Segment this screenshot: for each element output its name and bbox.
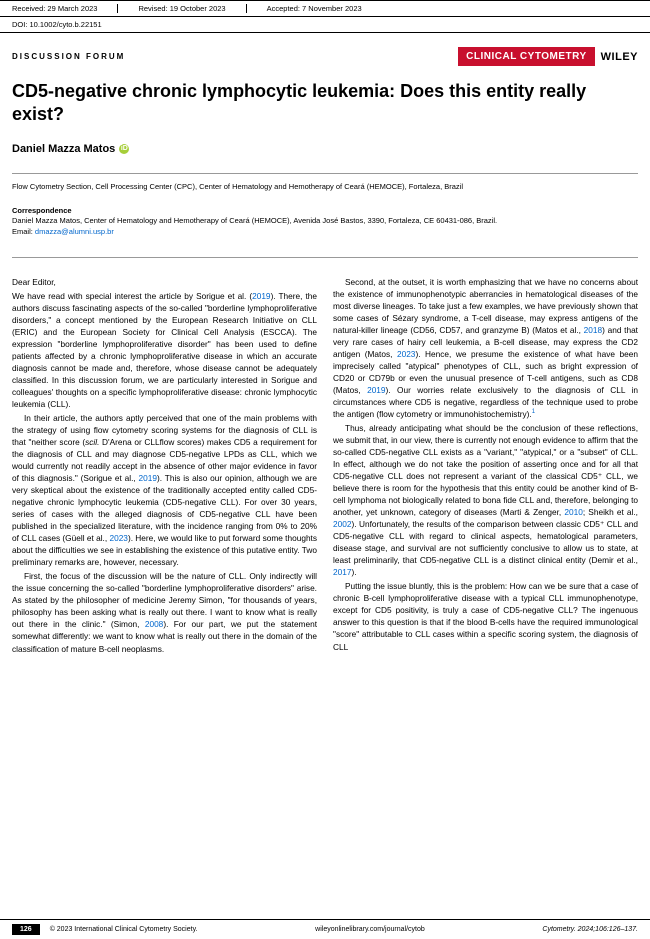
citation-link[interactable]: 2023: [109, 533, 127, 543]
footer: 126 © 2023 International Clinical Cytome…: [0, 919, 650, 939]
citation-link[interactable]: 2019: [367, 385, 385, 395]
citation-info: Cytometry. 2024;106:126–137.: [542, 926, 638, 933]
email-label: Email:: [12, 227, 35, 236]
divider: [12, 173, 638, 174]
paragraph-6: Putting the issue bluntly, this is the p…: [333, 580, 638, 652]
top-section: DISCUSSION FORUM CLINICAL CYTOMETRY WILE…: [0, 33, 650, 74]
citation-link[interactable]: 2019: [252, 291, 270, 301]
page-number: 126: [12, 924, 40, 935]
citation-link[interactable]: 2002: [333, 519, 351, 529]
paragraph-4: Second, at the outset, it is worth empha…: [333, 276, 638, 420]
correspondence-label: Correspondence: [12, 206, 638, 217]
author-text: Daniel Mazza Matos: [12, 143, 115, 155]
citation-link[interactable]: 2023: [397, 349, 415, 359]
doi: DOI: 10.1002/cyto.b.22151: [0, 17, 650, 33]
citation-link[interactable]: 2018: [584, 325, 602, 335]
body-content: Dear Editor, We have read with special i…: [0, 266, 650, 655]
citation-link[interactable]: 2010: [564, 507, 582, 517]
citation-link[interactable]: 2017: [333, 567, 351, 577]
article-title: CD5-negative chronic lymphocytic leukemi…: [0, 74, 650, 143]
header-dates: Received: 29 March 2023 Revised: 19 Octo…: [0, 0, 650, 17]
section-label: DISCUSSION FORUM: [12, 52, 125, 61]
received-date: Received: 29 March 2023: [12, 4, 97, 13]
journal-badge: CLINICAL CYTOMETRY: [458, 47, 594, 66]
orcid-icon[interactable]: iD: [119, 144, 129, 154]
revised-date: Revised: 19 October 2023: [117, 4, 225, 13]
footer-left: 126 © 2023 International Clinical Cytome…: [12, 924, 198, 935]
email-link[interactable]: dmazza@alumni.usp.br: [35, 227, 114, 236]
paragraph-1: We have read with special interest the a…: [12, 290, 317, 410]
paragraph-5: Thus, already anticipating what should b…: [333, 422, 638, 578]
correspondence-email-line: Email: dmazza@alumni.usp.br: [12, 227, 638, 238]
paragraph-3: First, the focus of the discussion will …: [12, 570, 317, 654]
journal-url[interactable]: wileyonlinelibrary.com/journal/cytob: [315, 926, 425, 933]
paragraph-2: In their article, the authors aptly perc…: [12, 412, 317, 568]
citation-link[interactable]: 2008: [145, 619, 163, 629]
accepted-date: Accepted: 7 November 2023: [246, 4, 362, 13]
divider: [12, 257, 638, 258]
author-name: Daniel Mazza Matos iD: [12, 143, 638, 155]
journal-brand: CLINICAL CYTOMETRY WILEY: [458, 47, 638, 66]
citation-link[interactable]: 2019: [139, 473, 157, 483]
salutation: Dear Editor,: [12, 276, 317, 288]
correspondence-block: Correspondence Daniel Mazza Matos, Cente…: [0, 202, 650, 250]
footnote-link[interactable]: 1: [532, 409, 535, 415]
affiliation: Flow Cytometry Section, Cell Processing …: [0, 182, 650, 202]
copyright: © 2023 International Clinical Cytometry …: [50, 926, 198, 933]
publisher-logo: WILEY: [601, 51, 638, 63]
author-section: Daniel Mazza Matos iD: [0, 143, 650, 165]
correspondence-text: Daniel Mazza Matos, Center of Hematology…: [12, 216, 638, 227]
